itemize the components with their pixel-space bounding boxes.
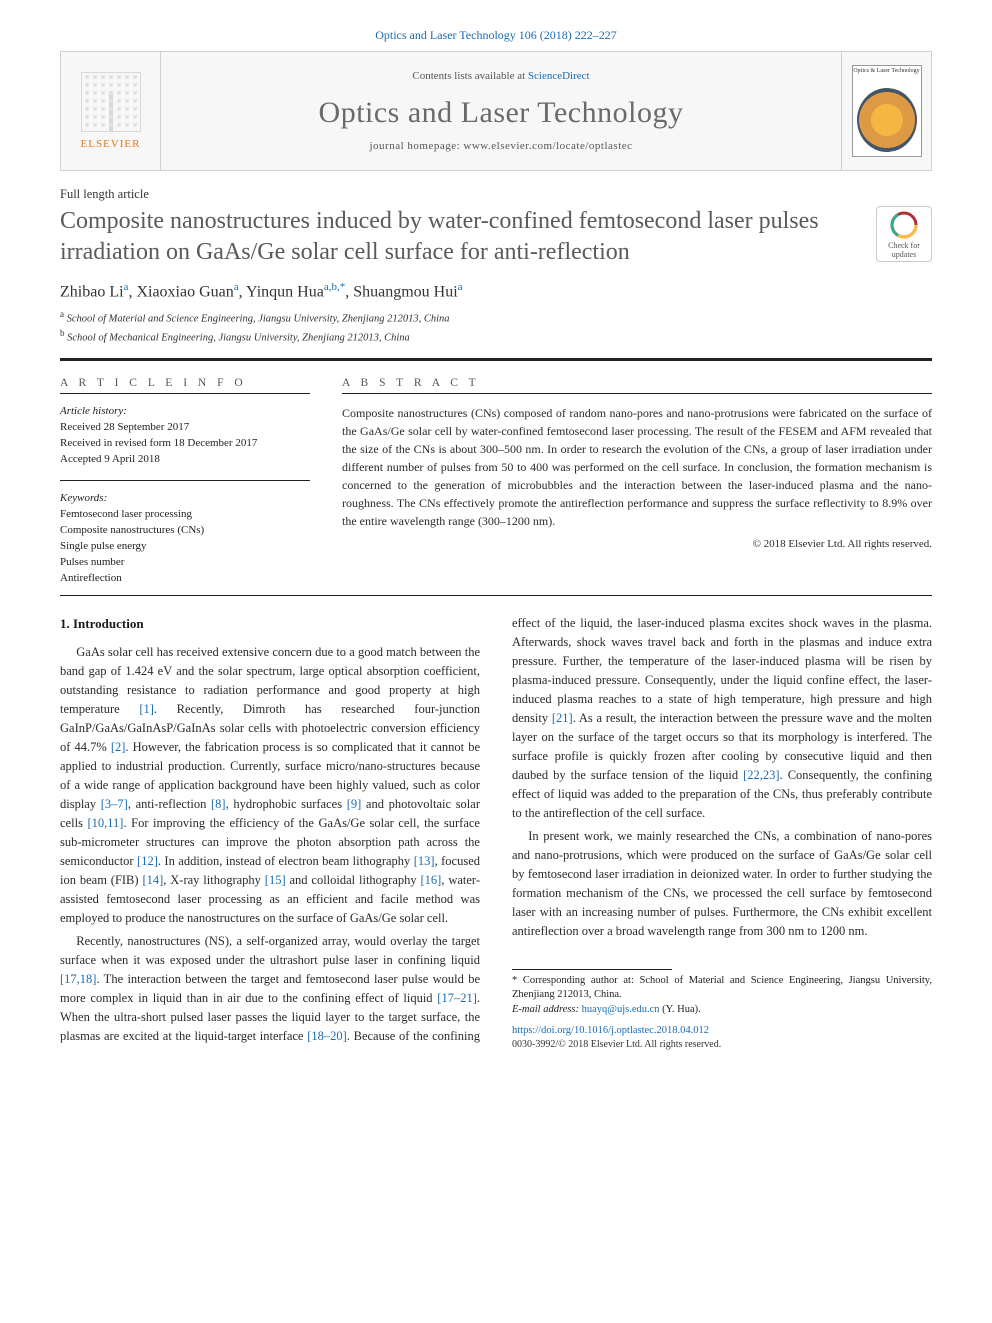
cover-label: Optics & Laser Technology [853, 68, 921, 74]
page: Optics and Laser Technology 106 (2018) 2… [0, 0, 992, 1092]
affiliation-text: School of Material and Science Engineeri… [67, 313, 450, 324]
title-row: Composite nanostructures induced by wate… [60, 206, 932, 281]
keyword: Antireflection [60, 571, 310, 587]
keywords-label: Keywords: [60, 491, 310, 507]
crossmark-icon [890, 211, 918, 239]
publisher-block: ELSEVIER [61, 52, 161, 170]
sciencedirect-link[interactable]: ScienceDirect [528, 70, 590, 82]
contents-prefix: Contents lists available at [412, 70, 527, 82]
ref-link[interactable]: [8] [211, 797, 226, 811]
keyword: Single pulse energy [60, 539, 310, 555]
rule [342, 393, 932, 394]
email-label: E-mail address: [512, 1004, 579, 1015]
footnote-rule [512, 969, 672, 970]
keyword: Composite nanostructures (CNs) [60, 523, 310, 539]
affiliation-a: a School of Material and Science Enginee… [60, 308, 932, 327]
cover-block: Optics & Laser Technology [841, 52, 931, 170]
check-updates-label: Check for updates [879, 241, 929, 259]
ref-link[interactable]: [10,11] [87, 816, 123, 830]
masthead-center: Contents lists available at ScienceDirec… [161, 52, 841, 170]
abstract-heading: A B S T R A C T [342, 377, 932, 389]
running-head: Optics and Laser Technology 106 (2018) 2… [60, 28, 932, 43]
homepage-url[interactable]: www.elsevier.com/locate/optlastec [463, 140, 632, 152]
issn-line: 0030-3992/© 2018 Elsevier Ltd. All right… [512, 1038, 932, 1052]
ref-link[interactable]: [22,23] [743, 768, 779, 782]
info-abstract-row: A R T I C L E I N F O Article history: R… [60, 371, 932, 586]
article-title: Composite nanostructures induced by wate… [60, 206, 860, 267]
ref-link[interactable]: [1] [139, 702, 154, 716]
article-history: Article history: Received 28 September 2… [60, 404, 310, 468]
journal-cover-icon: Optics & Laser Technology [852, 65, 922, 157]
info-heading: A R T I C L E I N F O [60, 377, 310, 389]
history-label: Article history: [60, 404, 310, 420]
aff-sup: a [234, 281, 239, 293]
ref-link[interactable]: [21] [552, 711, 573, 725]
abstract-text: Composite nanostructures (CNs) composed … [342, 404, 932, 530]
email-link[interactable]: huayq@ujs.edu.cn [582, 1004, 660, 1015]
ref-link[interactable]: [13] [414, 854, 435, 868]
homepage-line: journal homepage: www.elsevier.com/locat… [369, 140, 632, 152]
rule [60, 360, 932, 361]
contents-line: Contents lists available at ScienceDirec… [412, 70, 589, 82]
doi-link[interactable]: https://doi.org/10.1016/j.optlastec.2018… [512, 1024, 932, 1039]
authors: Zhibao Lia, Xiaoxiao Guana, Yinqun Huaa,… [60, 281, 932, 301]
paragraph: GaAs solar cell has received extensive c… [60, 643, 480, 928]
footnotes: * Corresponding author at: School of Mat… [512, 974, 932, 1053]
ref-link[interactable]: [15] [265, 873, 286, 887]
article-type: Full length article [60, 187, 932, 202]
aff-sup: a,b [324, 281, 337, 293]
ref-link[interactable]: [14] [142, 873, 163, 887]
author: Shuangmou Hui [353, 284, 457, 301]
journal-name: Optics and Laser Technology [319, 96, 684, 130]
ref-link[interactable]: [9] [347, 797, 362, 811]
affiliation-b: b School of Mechanical Engineering, Jian… [60, 327, 932, 346]
ref-link[interactable]: [18–20] [307, 1029, 347, 1043]
ref-link[interactable]: [3–7] [101, 797, 128, 811]
rule [60, 595, 932, 596]
email-person: (Y. Hua). [662, 1004, 701, 1015]
aff-sup: a [458, 281, 463, 293]
author: Zhibao Li [60, 284, 124, 301]
ref-link[interactable]: [16] [421, 873, 442, 887]
ref-link[interactable]: [17,18] [60, 972, 96, 986]
rule [60, 393, 310, 394]
author: Xiaoxiao Guan [136, 284, 233, 301]
affiliation-text: School of Mechanical Engineering, Jiangs… [67, 332, 410, 343]
ref-link[interactable]: [12] [137, 854, 158, 868]
publisher-name: ELSEVIER [81, 138, 141, 150]
abstract-col: A B S T R A C T Composite nanostructures… [342, 371, 932, 586]
elsevier-tree-icon [81, 72, 141, 132]
keywords: Keywords: Femtosecond laser processing C… [60, 491, 310, 587]
copyright: © 2018 Elsevier Ltd. All rights reserved… [342, 538, 932, 550]
section-heading: 1. Introduction [60, 614, 480, 634]
ref-link[interactable]: [2] [111, 740, 126, 754]
history-item: Received 28 September 2017 [60, 420, 310, 436]
check-updates-button[interactable]: Check for updates [876, 206, 932, 262]
author: Yinqun Hua [246, 284, 324, 301]
history-item: Received in revised form 18 December 201… [60, 436, 310, 452]
affiliations: a School of Material and Science Enginee… [60, 308, 932, 346]
masthead: ELSEVIER Contents lists available at Sci… [60, 51, 932, 171]
keyword: Femtosecond laser processing [60, 507, 310, 523]
citation-link[interactable]: Optics and Laser Technology 106 (2018) 2… [375, 28, 617, 42]
rule [60, 480, 310, 481]
article-info-col: A R T I C L E I N F O Article history: R… [60, 371, 310, 586]
corr-star-icon: ,* [337, 281, 345, 293]
homepage-prefix: journal homepage: [369, 140, 463, 152]
paragraph: In present work, we mainly researched th… [512, 827, 932, 941]
corresponding-note: * Corresponding author at: School of Mat… [512, 974, 932, 1003]
email-line: E-mail address: huayq@ujs.edu.cn (Y. Hua… [512, 1003, 932, 1018]
keyword: Pulses number [60, 555, 310, 571]
aff-sup: a [124, 281, 129, 293]
history-item: Accepted 9 April 2018 [60, 452, 310, 468]
body-columns: 1. Introduction GaAs solar cell has rece… [60, 614, 932, 1053]
ref-link[interactable]: [17–21] [437, 991, 477, 1005]
